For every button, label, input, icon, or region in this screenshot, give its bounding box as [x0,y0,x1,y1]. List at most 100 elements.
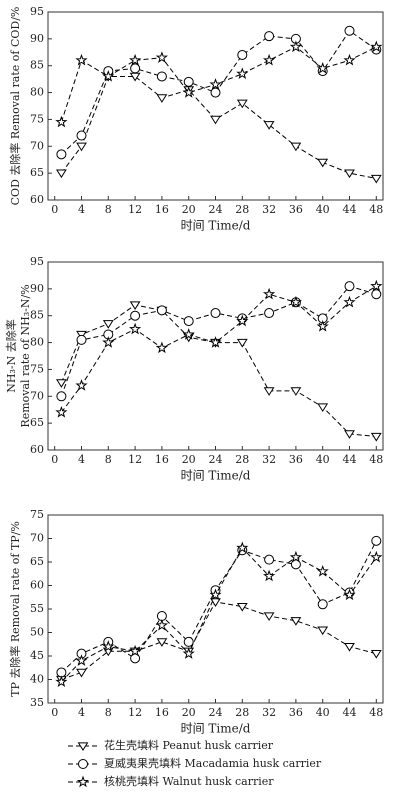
series-line [61,547,377,683]
y-tick-label: 75 [30,508,44,521]
marker [156,305,167,316]
marker [316,320,329,332]
x-tick-label: 12 [128,706,142,719]
y-tick-label: 75 [30,362,44,375]
y-tick-label: 55 [30,602,44,615]
y-tick-label: 85 [30,59,44,72]
marker [370,432,382,442]
legend-label: 核桃壳填料 Walnut husk carrier [104,774,274,788]
y-tick-label: 90 [30,282,44,295]
marker [316,564,329,577]
marker [236,541,249,554]
marker [344,430,355,439]
marker [263,387,275,396]
y-tick-label: 70 [30,389,44,402]
marker [209,78,222,90]
marker [264,308,275,319]
y-tick-label: 75 [30,112,44,125]
x-tick-label: 48 [369,453,383,466]
marker [102,640,115,652]
marker [236,314,249,327]
y-axis-label: COD 去除率 Removal rate of COD/% [8,7,22,206]
marker [343,295,356,308]
x-tick-label: 24 [209,203,223,216]
marker [75,379,88,391]
marker [317,599,328,610]
marker [289,40,303,53]
marker [236,99,248,109]
marker [55,115,68,128]
marker [344,25,355,36]
x-tick-label: 12 [128,453,142,466]
marker [290,617,302,626]
marker [55,675,68,688]
x-tick-label: 28 [235,706,249,719]
x-tick-label: 40 [316,453,330,466]
marker [209,588,222,601]
marker [129,301,141,310]
y-axis-label: Removal rate of NH₃-N/% [19,284,32,427]
y-tick-label: 60 [30,579,44,592]
marker [76,130,87,141]
marker [289,295,303,308]
legend-label: 夏威夷果壳填料 Macadamia husk carrier [104,756,322,770]
x-tick-label: 32 [262,453,276,466]
x-tick-label: 40 [316,203,330,216]
x-axis-label: 时间 Time/d [181,219,251,233]
marker [290,387,302,396]
marker [56,391,67,402]
marker [155,341,169,354]
x-tick-label: 28 [235,453,249,466]
x-tick-label: 20 [182,203,196,216]
marker [156,638,168,647]
series-line [60,285,377,413]
marker [183,316,194,327]
x-tick-label: 24 [209,453,223,466]
marker [264,554,275,565]
marker [317,158,329,168]
plot-frame [47,261,384,451]
marker [76,334,87,345]
marker [210,598,221,607]
marker [55,379,67,388]
x-tick-label: 28 [235,203,249,216]
marker [371,289,382,300]
y-tick-label: 60 [30,443,44,456]
x-tick-label: 4 [78,453,85,466]
y-tick-label: 95 [30,5,44,18]
marker [236,67,249,79]
x-tick-label: 16 [155,706,169,719]
marker [370,40,383,53]
y-tick-label: 80 [30,86,44,99]
x-tick-label: 0 [51,203,58,216]
y-tick-label: 50 [30,626,44,639]
marker [237,49,248,60]
marker [55,405,68,418]
marker [264,31,275,42]
marker [371,535,382,546]
plot-frame [47,514,384,704]
y-tick-label: 45 [30,649,44,662]
marker [128,322,142,335]
x-tick-label: 36 [289,453,303,466]
marker [370,550,383,563]
marker [76,775,90,788]
y-axis-label: NH₃-N 去除率 [4,319,18,392]
y-tick-label: 70 [30,532,44,545]
x-tick-label: 32 [262,203,276,216]
x-tick-label: 12 [128,203,142,216]
marker [262,53,276,66]
marker [75,53,88,66]
marker [210,308,221,319]
marker [78,759,88,769]
x-tick-label: 20 [182,453,196,466]
marker [289,550,303,563]
y-tick-label: 65 [30,166,44,179]
x-tick-label: 32 [262,706,276,719]
x-tick-label: 48 [369,203,383,216]
marker [183,636,194,647]
y-tick-label: 65 [30,416,44,429]
legend-label: 花生壳填料 Peanut husk carrier [104,738,274,752]
marker [55,169,67,179]
